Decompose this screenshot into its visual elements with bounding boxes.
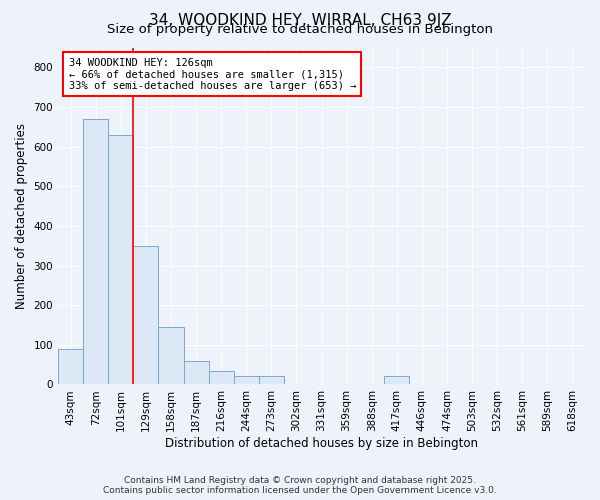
Y-axis label: Number of detached properties: Number of detached properties — [15, 123, 28, 309]
X-axis label: Distribution of detached houses by size in Bebington: Distribution of detached houses by size … — [165, 437, 478, 450]
Bar — [384, 376, 409, 384]
Text: 34, WOODKIND HEY, WIRRAL, CH63 9JZ: 34, WOODKIND HEY, WIRRAL, CH63 9JZ — [149, 12, 451, 28]
Bar — [184, 360, 209, 384]
Text: Size of property relative to detached houses in Bebington: Size of property relative to detached ho… — [107, 22, 493, 36]
Bar — [209, 370, 233, 384]
Bar — [259, 376, 284, 384]
Text: 34 WOODKIND HEY: 126sqm
← 66% of detached houses are smaller (1,315)
33% of semi: 34 WOODKIND HEY: 126sqm ← 66% of detache… — [68, 58, 356, 91]
Bar — [108, 134, 133, 384]
Bar — [133, 246, 158, 384]
Bar — [83, 119, 108, 384]
Bar — [158, 327, 184, 384]
Bar — [58, 349, 83, 384]
Text: Contains HM Land Registry data © Crown copyright and database right 2025.
Contai: Contains HM Land Registry data © Crown c… — [103, 476, 497, 495]
Bar — [233, 376, 259, 384]
